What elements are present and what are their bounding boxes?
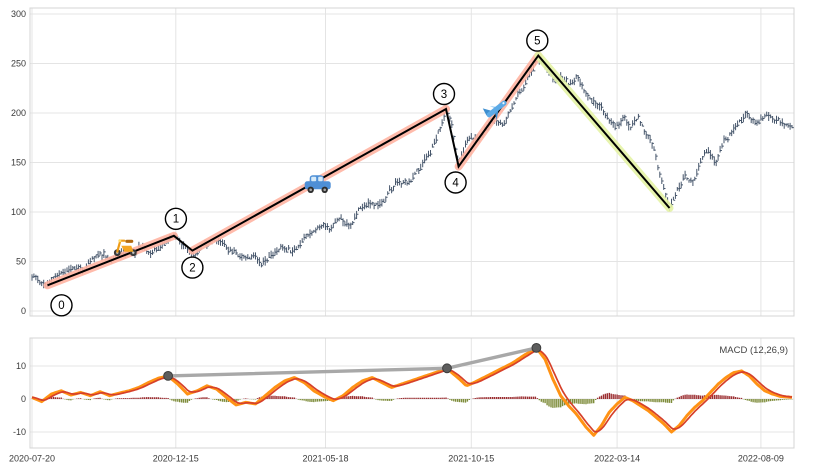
wave-label-0: 0 bbox=[58, 300, 64, 312]
macd-peak-dot bbox=[442, 363, 452, 374]
x-tick-label: 2022-03-14 bbox=[594, 454, 640, 464]
wave-label-3: 3 bbox=[441, 89, 447, 101]
gridlines bbox=[30, 8, 794, 448]
price-y-tick-label: 300 bbox=[11, 9, 26, 19]
suv-icon bbox=[304, 175, 331, 193]
macd-y-tick-label: 10 bbox=[16, 361, 26, 371]
macd-y-tick-label: -10 bbox=[13, 427, 26, 437]
wave-label-circle-2 bbox=[181, 256, 204, 279]
x-tick-label: 2020-12-15 bbox=[153, 454, 199, 464]
price-panel-border bbox=[29, 7, 795, 317]
macd-peak-dot bbox=[531, 343, 542, 353]
wave-label-4: 4 bbox=[452, 177, 459, 189]
macd-histogram-positive bbox=[44, 392, 743, 399]
macd-signal-line bbox=[31, 349, 793, 433]
macd-line bbox=[31, 346, 793, 437]
wave-label-1: 1 bbox=[173, 214, 179, 226]
wave-label-5: 5 bbox=[534, 35, 540, 47]
price-y-tick-label: 250 bbox=[11, 59, 26, 69]
macd-legend: MACD (12,26,9) bbox=[719, 345, 788, 356]
price-y-tick-label: 200 bbox=[11, 108, 26, 118]
wave-label-circle-5 bbox=[526, 29, 549, 52]
macd-histogram-negative bbox=[33, 399, 793, 408]
wave-label-circle-3 bbox=[432, 82, 456, 106]
macd-y-tick-label: 0 bbox=[21, 394, 26, 404]
price-y-tick-label: 0 bbox=[21, 306, 26, 316]
x-tick-label: 2020-07-20 bbox=[9, 454, 55, 464]
airplane-icon bbox=[482, 100, 507, 121]
wave-label-2: 2 bbox=[189, 262, 195, 274]
wave-label-circle-0 bbox=[50, 294, 73, 317]
macd-peak-dot bbox=[163, 371, 174, 381]
wave-label-circle-4 bbox=[444, 171, 467, 194]
price-y-tick-label: 150 bbox=[11, 158, 26, 168]
macd-peak-connector-line bbox=[168, 346, 537, 378]
wave-label-circle-1 bbox=[164, 207, 188, 231]
elliott-wave-line bbox=[47, 53, 671, 287]
price-y-tick-label: 100 bbox=[11, 207, 26, 217]
price-ohlc-bars bbox=[31, 53, 793, 289]
x-tick-label: 2021-10-15 bbox=[448, 454, 494, 464]
x-tick-label: 2021-05-18 bbox=[302, 454, 348, 464]
scooter-icon bbox=[113, 239, 137, 257]
x-tick-label: 2022-08-09 bbox=[738, 454, 784, 464]
price-y-tick-label: 50 bbox=[16, 257, 26, 267]
macd-panel-border bbox=[29, 337, 795, 449]
